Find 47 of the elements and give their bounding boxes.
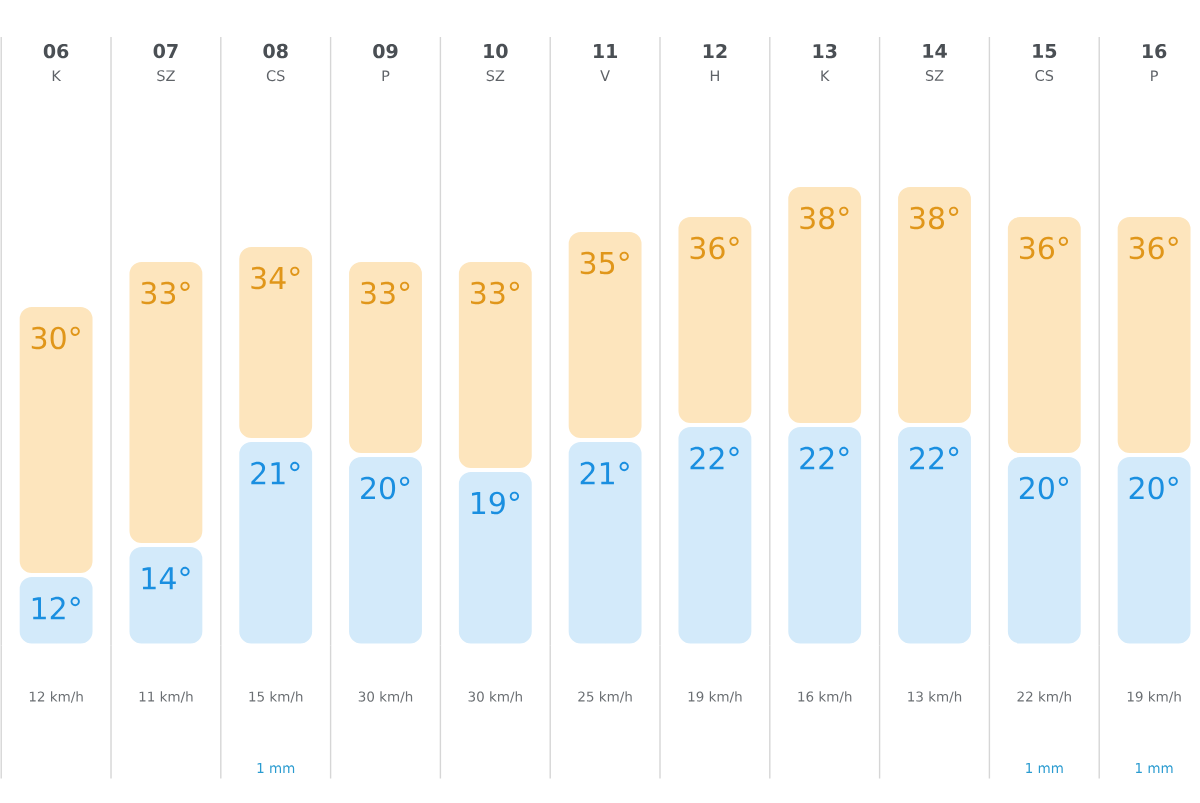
x-tick-label: 16 P [1143, 43, 1167, 82]
category-label: 22 km/h [1017, 691, 1071, 703]
category-label: 1 mm [1136, 763, 1173, 773]
data-label: 20° [1019, 476, 1069, 500]
x-tick-label: 15 CS [1033, 43, 1057, 82]
data-label: 21° [580, 461, 629, 485]
total-label: 30° [31, 326, 80, 350]
category-label: 1 mm [1026, 763, 1063, 773]
data-label: 19° [472, 491, 520, 515]
x-tick-label: 14 SZ [923, 43, 947, 82]
category-label: 16 km/h [798, 691, 852, 703]
category-label: 13 km/h [908, 691, 962, 703]
data-label: 22° [910, 446, 959, 470]
category-label: 11 km/h [139, 691, 193, 703]
total-label: 34° [251, 266, 300, 290]
total-label: 33° [361, 281, 410, 305]
data-label: 14° [142, 566, 190, 590]
total-label: 38° [800, 206, 849, 230]
x-tick-label: 06 K [43, 43, 69, 82]
category-label: 30 km/h [468, 691, 522, 703]
total-label: 33° [141, 281, 190, 305]
x-tick-label: 11 V [594, 44, 618, 81]
data-label: 20° [1129, 476, 1178, 500]
category-label: 12 km/h [29, 691, 83, 703]
category-label: 30 km/h [358, 691, 413, 703]
total-label: 38° [910, 206, 959, 230]
total-label: 36° [1020, 236, 1069, 260]
category-label: 15 km/h [249, 691, 303, 703]
data-label: 22° [800, 446, 849, 470]
x-tick-label: 13 K [813, 43, 837, 82]
x-tick-label: 09 P [373, 43, 398, 82]
category-label: 1 mm [257, 763, 295, 773]
x-tick-label: 08 CS [263, 43, 288, 82]
total-label: 36° [1129, 236, 1178, 260]
x-tick-label: 07 SZ [153, 43, 178, 82]
data-label: 20° [361, 476, 410, 500]
total-label: 36° [690, 236, 739, 260]
data-label: 12° [32, 596, 80, 620]
category-label: 19 km/h [688, 691, 742, 703]
x-tick-label: 10 SZ [484, 43, 508, 82]
total-label: 35° [580, 251, 629, 275]
total-label: 33° [471, 281, 520, 305]
x-tick-label: 12 H [703, 43, 727, 82]
data-label: 21° [251, 461, 300, 485]
category-label: 25 km/h [578, 691, 632, 703]
category-label: 19 km/h [1127, 691, 1181, 703]
data-label: 22° [690, 446, 739, 470]
